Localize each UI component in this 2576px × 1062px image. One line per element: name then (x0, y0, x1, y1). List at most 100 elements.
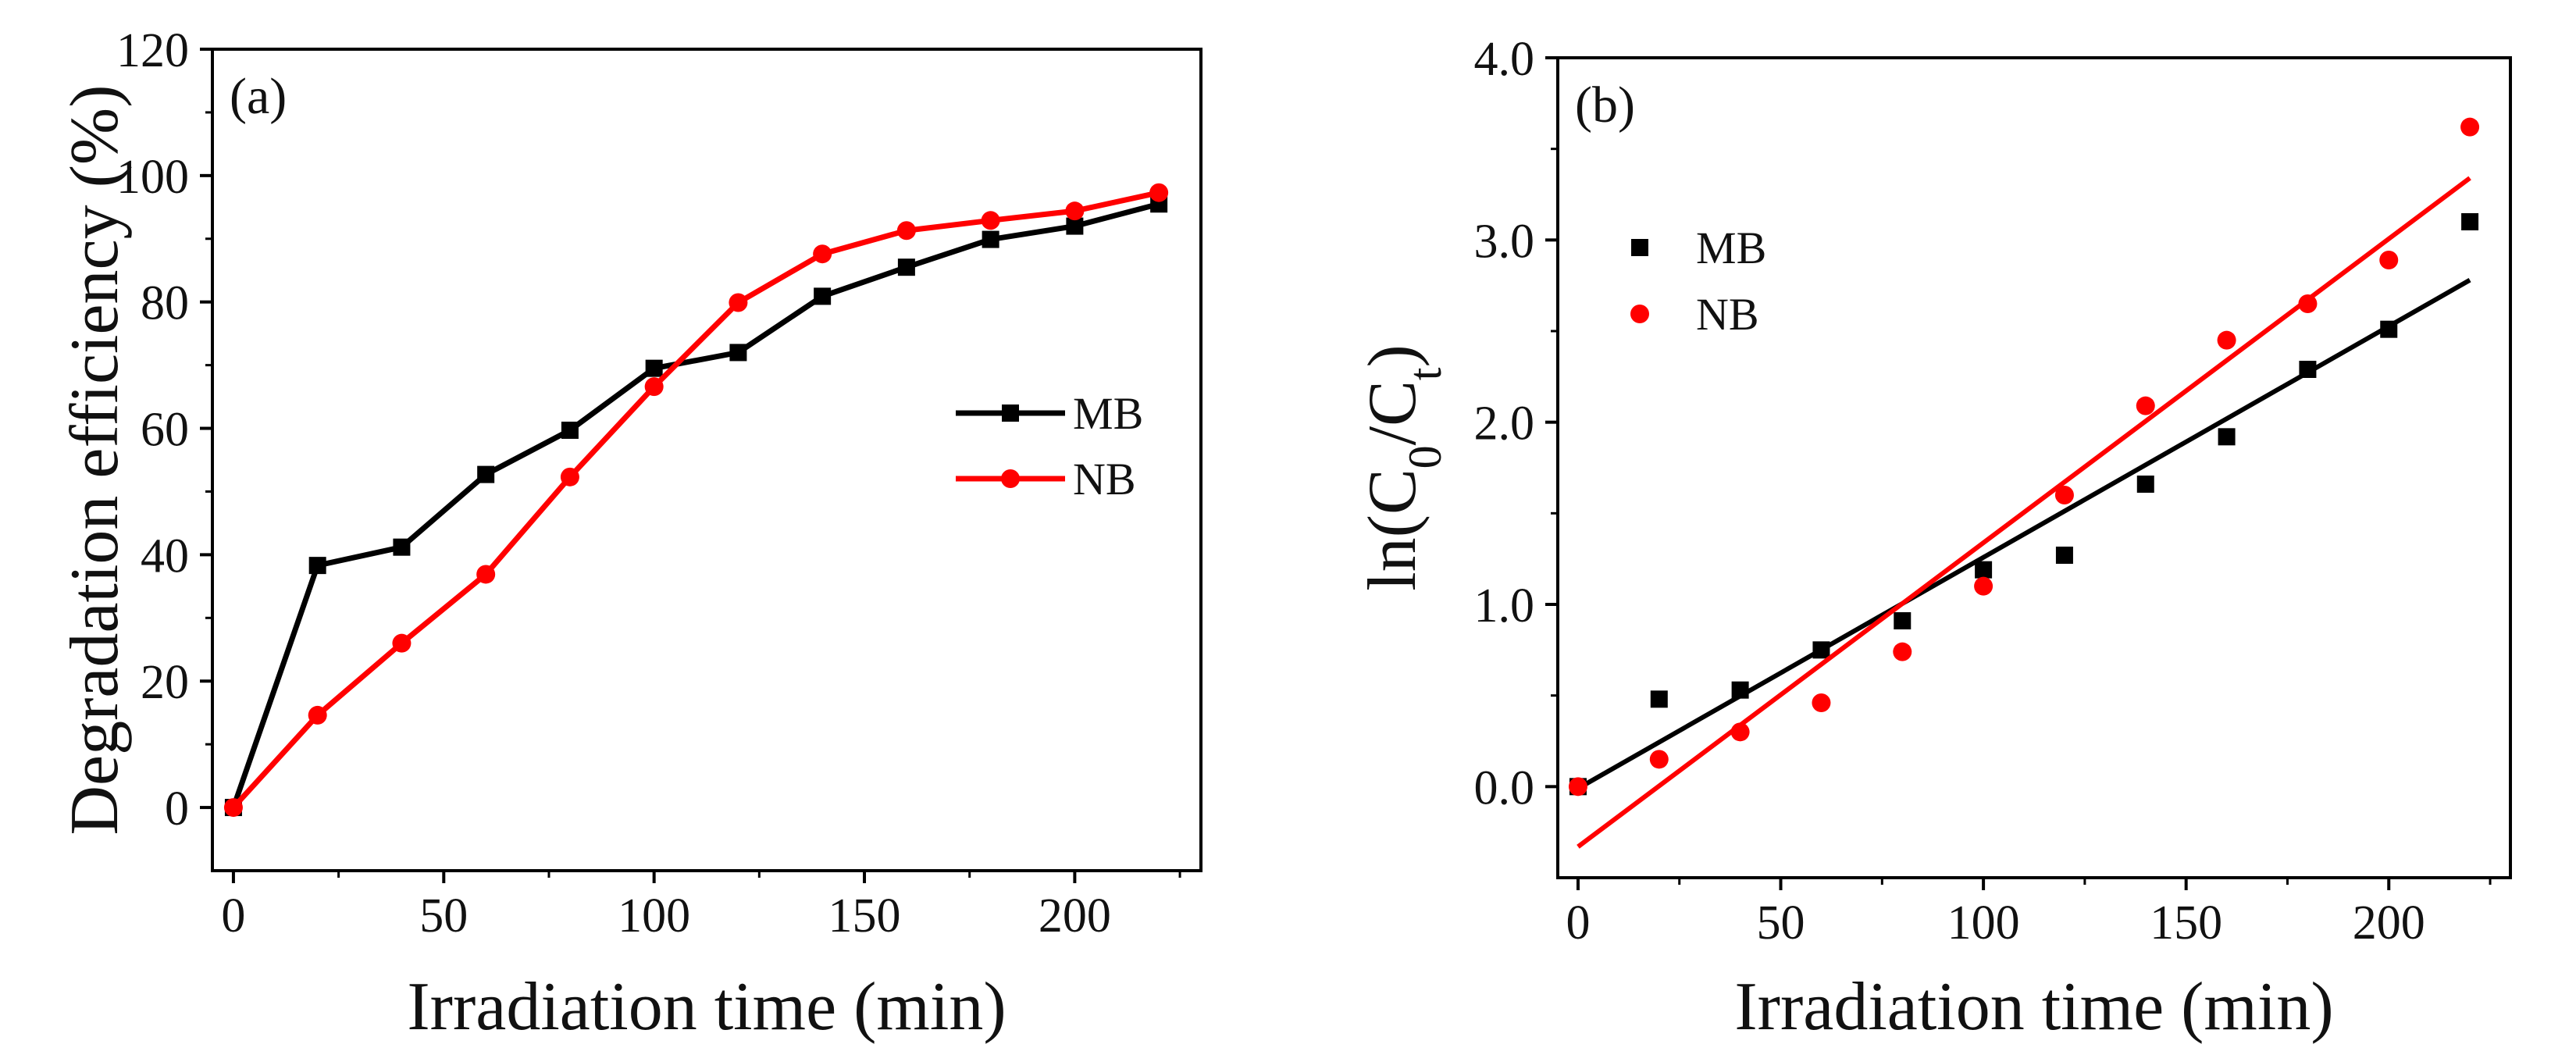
y-tick-label: 2.0 (1474, 397, 1535, 451)
fit-line (1577, 176, 2471, 849)
y-tick-label: 40 (141, 529, 189, 583)
data-point (561, 421, 579, 439)
data-point (1649, 750, 1669, 769)
data-point (2379, 251, 2399, 269)
data-point (982, 230, 999, 248)
data-point (2299, 361, 2317, 378)
series-mb (224, 195, 1168, 817)
y-tick-label: 0.0 (1474, 761, 1535, 814)
x-tick-label: 100 (1947, 896, 2020, 950)
data-point (560, 467, 579, 486)
data-point (1065, 201, 1085, 221)
y-tick-label: 3.0 (1474, 215, 1535, 268)
data-point (645, 359, 663, 377)
y-axis-title-part: 0 (1399, 445, 1451, 469)
legend-label: MB (1073, 388, 1143, 439)
data-point (2460, 117, 2480, 137)
legend-label: NB (1073, 454, 1136, 504)
y-tick-label: 4.0 (1474, 33, 1535, 86)
x-tick-label: 200 (1039, 889, 1111, 943)
data-point (814, 287, 832, 305)
data-point (1149, 183, 1169, 202)
y-tick-label: 80 (141, 277, 189, 330)
data-point (2380, 320, 2398, 338)
data-point (2218, 428, 2236, 446)
series-nb (223, 183, 1169, 818)
data-point (1568, 777, 1587, 796)
y-tick-label: 60 (141, 404, 189, 457)
plot-frame (211, 48, 1202, 872)
y-tick-label: 0 (165, 782, 189, 836)
legend-item-nb: NB (1630, 289, 1759, 340)
data-point (393, 538, 411, 556)
legend-item-mb: MB (956, 388, 1143, 439)
legend-marker (1631, 239, 1648, 256)
y-axis-title-part: t (1399, 367, 1451, 380)
legend-item-nb: NB (956, 454, 1136, 504)
data-point (981, 211, 1000, 230)
y-axis-title: ln(C0/Ct) (1355, 344, 1451, 591)
x-axis-title: Irradiation time (min) (1734, 969, 2333, 1045)
series-mb (1569, 213, 2479, 796)
data-point (1730, 722, 1750, 742)
data-point (2055, 547, 2073, 564)
x-tick-label: 150 (828, 889, 901, 943)
data-point (2136, 396, 2155, 415)
x-axis-title: Irradiation time (min) (407, 969, 1006, 1045)
data-point (2136, 476, 2154, 493)
data-point (1812, 693, 1831, 712)
data-point (729, 293, 748, 312)
data-point (729, 344, 747, 362)
data-point (308, 557, 326, 575)
panel-a-chart: 0 50 100 150 200 0 20 40 60 80 100 120 Irradiation t… (57, 24, 1202, 1045)
legend-label: MB (1696, 223, 1766, 273)
legend-label: NB (1696, 289, 1759, 340)
legend-marker (1001, 469, 1020, 488)
data-point (1974, 576, 1993, 596)
y-tick-label: 120 (116, 24, 189, 77)
legend-marker (1002, 404, 1019, 422)
data-point (2298, 294, 2318, 313)
y-tick-label: 100 (116, 151, 189, 204)
data-point (1731, 681, 1749, 699)
x-tick-label: 150 (2150, 896, 2222, 950)
x-tick-label: 100 (618, 889, 690, 943)
x-tick-label: 50 (419, 889, 468, 943)
data-point (308, 705, 327, 725)
y-axis-title: Degradation efficiency (%) (57, 85, 133, 836)
data-point (644, 377, 664, 397)
data-point (2461, 213, 2479, 230)
data-point (1893, 642, 1912, 661)
data-point (813, 244, 832, 264)
y-axis-title-part: ln(C (1355, 469, 1431, 590)
data-point (476, 565, 496, 584)
x-tick-label: 50 (1757, 896, 1805, 950)
data-point (223, 798, 243, 818)
legend-item-mb: MB (1631, 223, 1766, 273)
x-tick-label: 200 (2353, 896, 2425, 950)
data-point (896, 221, 916, 241)
data-point (2217, 330, 2236, 350)
fit-line (1577, 278, 2471, 791)
panel-label: (b) (1575, 77, 1635, 134)
data-point (1975, 561, 1993, 579)
plot-frame (1556, 56, 2512, 879)
y-tick-label: 20 (141, 656, 189, 709)
y-axis-title-part: /C (1355, 380, 1431, 445)
data-point (1650, 690, 1668, 708)
panel-b-chart: 0 50 100 150 200 0.0 1.0 2.0 3.0 4.0 Irradiation t… (1355, 33, 2512, 1045)
data-point (2054, 486, 2074, 504)
data-point (477, 465, 495, 483)
panel-label: (a) (230, 68, 287, 125)
data-point (1812, 641, 1830, 659)
y-axis-title-part: ) (1355, 344, 1431, 367)
series-nb (1568, 117, 2480, 849)
y-tick-label: 1.0 (1474, 579, 1535, 633)
data-point (1066, 217, 1084, 235)
legend-marker (1630, 305, 1649, 323)
x-tick-label: 0 (221, 889, 245, 943)
series-line (230, 201, 1160, 809)
data-point (392, 633, 412, 653)
series-line (231, 190, 1160, 810)
